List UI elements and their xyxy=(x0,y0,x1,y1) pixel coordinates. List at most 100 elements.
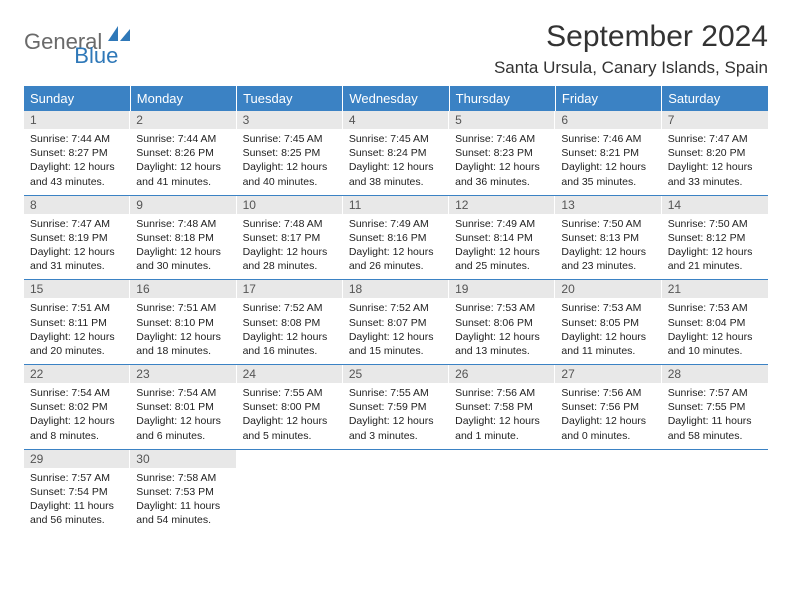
calendar-day-cell: 10Sunrise: 7:48 AMSunset: 8:17 PMDayligh… xyxy=(237,195,343,280)
calendar-day-cell: 26Sunrise: 7:56 AMSunset: 7:58 PMDayligh… xyxy=(449,365,555,450)
day-number: 17 xyxy=(237,280,343,298)
weekday-header: Thursday xyxy=(449,86,555,111)
day-details: Sunrise: 7:50 AMSunset: 8:12 PMDaylight:… xyxy=(662,214,768,280)
calendar-day-cell: 27Sunrise: 7:56 AMSunset: 7:56 PMDayligh… xyxy=(555,365,661,450)
day-number: 20 xyxy=(555,280,661,298)
day-number: 11 xyxy=(343,196,449,214)
day-number: 15 xyxy=(24,280,130,298)
calendar-day-cell: 1Sunrise: 7:44 AMSunset: 8:27 PMDaylight… xyxy=(24,111,130,195)
calendar-day-cell: 21Sunrise: 7:53 AMSunset: 8:04 PMDayligh… xyxy=(662,280,768,365)
day-number: 8 xyxy=(24,196,130,214)
day-details: Sunrise: 7:57 AMSunset: 7:55 PMDaylight:… xyxy=(662,383,768,449)
day-details: Sunrise: 7:47 AMSunset: 8:20 PMDaylight:… xyxy=(662,129,768,195)
day-number: 21 xyxy=(662,280,768,298)
day-details: Sunrise: 7:55 AMSunset: 7:59 PMDaylight:… xyxy=(343,383,449,449)
title-block: September 2024 Santa Ursula, Canary Isla… xyxy=(494,20,768,78)
day-details: Sunrise: 7:46 AMSunset: 8:21 PMDaylight:… xyxy=(555,129,661,195)
calendar-day-cell: 29Sunrise: 7:57 AMSunset: 7:54 PMDayligh… xyxy=(24,449,130,533)
calendar-day-cell: 20Sunrise: 7:53 AMSunset: 8:05 PMDayligh… xyxy=(555,280,661,365)
calendar-day-cell: .. xyxy=(343,449,449,533)
day-details: Sunrise: 7:44 AMSunset: 8:26 PMDaylight:… xyxy=(130,129,236,195)
brand-part2: Blue xyxy=(74,43,118,69)
day-number: 13 xyxy=(555,196,661,214)
calendar-day-cell: 8Sunrise: 7:47 AMSunset: 8:19 PMDaylight… xyxy=(24,195,130,280)
day-details: Sunrise: 7:49 AMSunset: 8:16 PMDaylight:… xyxy=(343,214,449,280)
day-number: 1 xyxy=(24,111,130,129)
calendar-day-cell: 17Sunrise: 7:52 AMSunset: 8:08 PMDayligh… xyxy=(237,280,343,365)
calendar-day-cell: 23Sunrise: 7:54 AMSunset: 8:01 PMDayligh… xyxy=(130,365,236,450)
day-details: Sunrise: 7:53 AMSunset: 8:05 PMDaylight:… xyxy=(555,298,661,364)
day-details: Sunrise: 7:51 AMSunset: 8:11 PMDaylight:… xyxy=(24,298,130,364)
calendar-week-row: 1Sunrise: 7:44 AMSunset: 8:27 PMDaylight… xyxy=(24,111,768,195)
day-number: 29 xyxy=(24,450,130,468)
day-details: Sunrise: 7:53 AMSunset: 8:04 PMDaylight:… xyxy=(662,298,768,364)
calendar-day-cell: 4Sunrise: 7:45 AMSunset: 8:24 PMDaylight… xyxy=(343,111,449,195)
day-number: 22 xyxy=(24,365,130,383)
day-number: 7 xyxy=(662,111,768,129)
location-text: Santa Ursula, Canary Islands, Spain xyxy=(494,58,768,78)
day-details: Sunrise: 7:45 AMSunset: 8:24 PMDaylight:… xyxy=(343,129,449,195)
day-number: 26 xyxy=(449,365,555,383)
day-details: Sunrise: 7:54 AMSunset: 8:01 PMDaylight:… xyxy=(130,383,236,449)
weekday-header: Friday xyxy=(555,86,661,111)
calendar-day-cell: 25Sunrise: 7:55 AMSunset: 7:59 PMDayligh… xyxy=(343,365,449,450)
day-number: 12 xyxy=(449,196,555,214)
day-details: Sunrise: 7:57 AMSunset: 7:54 PMDaylight:… xyxy=(24,468,130,534)
header: General Blue September 2024 Santa Ursula… xyxy=(24,20,768,78)
calendar-day-cell: .. xyxy=(237,449,343,533)
month-title: September 2024 xyxy=(494,20,768,54)
calendar-day-cell: 2Sunrise: 7:44 AMSunset: 8:26 PMDaylight… xyxy=(130,111,236,195)
day-number: 18 xyxy=(343,280,449,298)
calendar-day-cell: 16Sunrise: 7:51 AMSunset: 8:10 PMDayligh… xyxy=(130,280,236,365)
day-number: 25 xyxy=(343,365,449,383)
day-number: 9 xyxy=(130,196,236,214)
calendar-day-cell: 9Sunrise: 7:48 AMSunset: 8:18 PMDaylight… xyxy=(130,195,236,280)
day-details: Sunrise: 7:56 AMSunset: 7:58 PMDaylight:… xyxy=(449,383,555,449)
day-number: 14 xyxy=(662,196,768,214)
calendar-day-cell: 15Sunrise: 7:51 AMSunset: 8:11 PMDayligh… xyxy=(24,280,130,365)
calendar-day-cell: 5Sunrise: 7:46 AMSunset: 8:23 PMDaylight… xyxy=(449,111,555,195)
calendar-day-cell: .. xyxy=(555,449,661,533)
day-details: Sunrise: 7:47 AMSunset: 8:19 PMDaylight:… xyxy=(24,214,130,280)
day-details: Sunrise: 7:56 AMSunset: 7:56 PMDaylight:… xyxy=(555,383,661,449)
calendar-body: 1Sunrise: 7:44 AMSunset: 8:27 PMDaylight… xyxy=(24,111,768,533)
day-details: Sunrise: 7:54 AMSunset: 8:02 PMDaylight:… xyxy=(24,383,130,449)
day-number: 27 xyxy=(555,365,661,383)
day-number: 6 xyxy=(555,111,661,129)
calendar-day-cell: 13Sunrise: 7:50 AMSunset: 8:13 PMDayligh… xyxy=(555,195,661,280)
day-number: 16 xyxy=(130,280,236,298)
calendar-day-cell: 18Sunrise: 7:52 AMSunset: 8:07 PMDayligh… xyxy=(343,280,449,365)
calendar-day-cell: 22Sunrise: 7:54 AMSunset: 8:02 PMDayligh… xyxy=(24,365,130,450)
calendar-day-cell: 12Sunrise: 7:49 AMSunset: 8:14 PMDayligh… xyxy=(449,195,555,280)
weekday-header-row: SundayMondayTuesdayWednesdayThursdayFrid… xyxy=(24,86,768,111)
calendar-week-row: 8Sunrise: 7:47 AMSunset: 8:19 PMDaylight… xyxy=(24,195,768,280)
day-details: Sunrise: 7:58 AMSunset: 7:53 PMDaylight:… xyxy=(130,468,236,534)
day-details: Sunrise: 7:45 AMSunset: 8:25 PMDaylight:… xyxy=(237,129,343,195)
calendar-day-cell: 30Sunrise: 7:58 AMSunset: 7:53 PMDayligh… xyxy=(130,449,236,533)
weekday-header: Sunday xyxy=(24,86,130,111)
day-number: 24 xyxy=(237,365,343,383)
day-details: Sunrise: 7:44 AMSunset: 8:27 PMDaylight:… xyxy=(24,129,130,195)
calendar-week-row: 22Sunrise: 7:54 AMSunset: 8:02 PMDayligh… xyxy=(24,365,768,450)
day-details: Sunrise: 7:48 AMSunset: 8:18 PMDaylight:… xyxy=(130,214,236,280)
day-number: 30 xyxy=(130,450,236,468)
calendar-day-cell: 3Sunrise: 7:45 AMSunset: 8:25 PMDaylight… xyxy=(237,111,343,195)
day-number: 10 xyxy=(237,196,343,214)
day-number: 3 xyxy=(237,111,343,129)
day-details: Sunrise: 7:50 AMSunset: 8:13 PMDaylight:… xyxy=(555,214,661,280)
calendar-day-cell: 24Sunrise: 7:55 AMSunset: 8:00 PMDayligh… xyxy=(237,365,343,450)
weekday-header: Saturday xyxy=(662,86,768,111)
calendar-day-cell: 28Sunrise: 7:57 AMSunset: 7:55 PMDayligh… xyxy=(662,365,768,450)
weekday-header: Monday xyxy=(130,86,236,111)
day-details: Sunrise: 7:55 AMSunset: 8:00 PMDaylight:… xyxy=(237,383,343,449)
calendar-day-cell: 11Sunrise: 7:49 AMSunset: 8:16 PMDayligh… xyxy=(343,195,449,280)
day-details: Sunrise: 7:52 AMSunset: 8:07 PMDaylight:… xyxy=(343,298,449,364)
calendar-page: General Blue September 2024 Santa Ursula… xyxy=(0,0,792,553)
weekday-header: Wednesday xyxy=(343,86,449,111)
day-details: Sunrise: 7:53 AMSunset: 8:06 PMDaylight:… xyxy=(449,298,555,364)
calendar-day-cell: .. xyxy=(449,449,555,533)
day-details: Sunrise: 7:49 AMSunset: 8:14 PMDaylight:… xyxy=(449,214,555,280)
calendar-day-cell: 19Sunrise: 7:53 AMSunset: 8:06 PMDayligh… xyxy=(449,280,555,365)
day-details: Sunrise: 7:52 AMSunset: 8:08 PMDaylight:… xyxy=(237,298,343,364)
calendar-day-cell: 7Sunrise: 7:47 AMSunset: 8:20 PMDaylight… xyxy=(662,111,768,195)
